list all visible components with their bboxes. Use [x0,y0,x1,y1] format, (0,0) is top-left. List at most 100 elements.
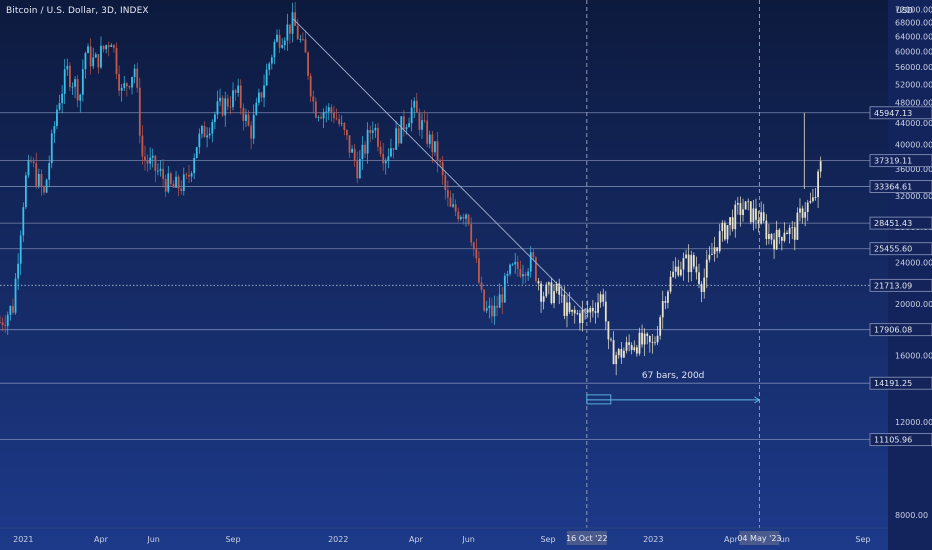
candle-body [338,119,341,124]
candle-body [97,54,100,68]
candle-body [35,163,38,186]
price-level-label: 45947.13 [874,109,912,118]
candle-body [465,214,467,219]
candle-body [92,57,95,67]
range-measure[interactable]: 67 bars, 200d [586,371,761,405]
candle-body [579,313,581,323]
candle-body [201,125,203,134]
candle-body [390,148,392,157]
candle-body [449,197,452,207]
candle-body [128,86,131,88]
candle-body [503,275,506,303]
candle-body [53,126,56,134]
candle-body [213,114,216,122]
candle-body [788,227,791,235]
candle-body [711,253,713,255]
price-level-tag [869,278,932,292]
price-level-tag [869,216,932,230]
candle-body [37,174,40,186]
candle-body [377,127,379,147]
candle-body [426,120,429,144]
candle-body [563,294,566,316]
candle-body [692,255,695,267]
candle-body [81,69,84,95]
candle-body [713,247,716,254]
candle-body [239,85,242,108]
y-tick-label: 20000.00 [895,300,932,309]
candle-body [369,129,372,133]
candle-body [597,302,599,313]
candle-body [387,156,390,161]
candle-body [809,200,812,203]
candle-body [221,97,224,116]
y-tick-label: 48000.00 [895,99,932,108]
candle-body [257,92,260,103]
candle-body [661,301,664,318]
x-tick-label: Apr [409,535,424,544]
candle-body [286,24,289,41]
candle-body [780,237,783,241]
candle-body [58,103,61,110]
candle-body [250,125,253,139]
candle-body [516,261,519,269]
candle-body [0,322,1,323]
candle-body [154,155,157,171]
candle-body [478,258,480,283]
candle-body [421,120,423,130]
candle-body [814,197,817,198]
candle-body [102,45,105,50]
candle-body [252,114,255,139]
candle-body [573,309,576,314]
candle-body [30,160,32,162]
candle-body [226,98,229,107]
candle-body [247,114,250,126]
candle-body [193,157,196,174]
candle-body [519,268,522,277]
candle-body [490,305,493,317]
candle-body [586,309,589,313]
y-tick-label: 40000.00 [895,141,932,150]
price-level-label: 21713.09 [874,281,912,290]
x-tick-label: Sep [540,535,555,544]
candle-body [180,188,183,192]
candle-body [635,347,638,354]
candle-body [664,301,667,303]
candle-body [584,309,586,311]
candle-body [648,336,651,343]
candle-body [646,333,649,337]
candle-body [700,284,703,292]
candle-body [136,68,139,88]
time-axis[interactable]: 2021 Apr Jun Sep 2022 Apr Jun Sep 2023 Apr Jun Sep 1… [0,527,888,545]
candle-body [723,222,726,240]
candle-body [182,174,185,192]
trendline[interactable] [293,18,588,314]
candle-body [752,208,755,223]
candle-body [485,308,488,311]
candle-body [446,190,449,198]
candle-body [506,273,509,276]
candle-body [216,101,219,115]
candle-body [778,229,781,238]
candle-body [224,98,227,116]
candle-body [768,234,770,239]
candle-body [610,339,612,341]
trendline-group[interactable] [293,18,588,314]
candle-body [459,216,462,220]
candle-body [581,309,584,323]
candle-body [620,349,623,358]
candle-body [125,83,128,87]
x-tick-label: Apr [94,535,109,544]
candle-body [547,282,550,285]
date-marker-tag [566,531,607,545]
candle-body [615,355,618,365]
candle-body [765,220,768,239]
candle-body [229,106,232,108]
candle-body [560,294,563,296]
candle-body [524,274,527,276]
candle-body [770,234,773,240]
candle-body [314,101,317,118]
x-tick-label: Sep [225,535,240,544]
